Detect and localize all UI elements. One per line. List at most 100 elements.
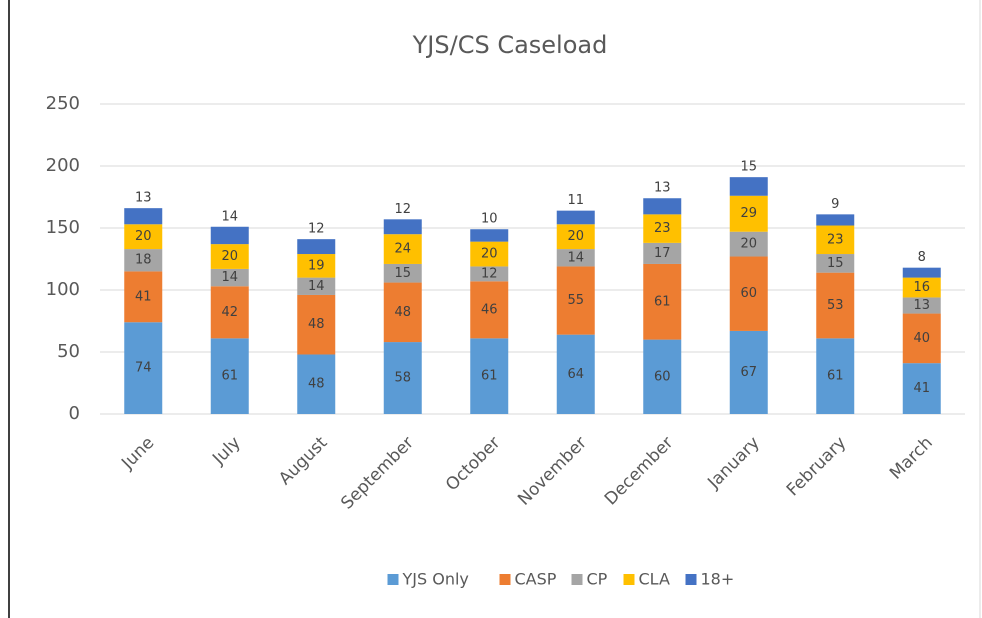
- bar-segment: [124, 249, 163, 272]
- data-label: 53: [827, 298, 844, 313]
- bar-segment: [124, 208, 163, 225]
- data-label: 12: [308, 222, 325, 237]
- legend-label: 18+: [701, 570, 735, 589]
- data-label: 61: [221, 369, 238, 384]
- bar-segment: [643, 198, 682, 215]
- data-label: 29: [740, 206, 757, 221]
- data-label: 13: [135, 191, 152, 206]
- x-tick-group: March: [886, 433, 937, 484]
- bar-segment: [729, 231, 768, 257]
- data-label: 15: [827, 256, 844, 271]
- bar-segment: [556, 224, 595, 250]
- x-tick-group: November: [514, 433, 591, 510]
- bar-segment: [816, 254, 855, 273]
- bar-segment: [643, 263, 682, 340]
- data-label: 14: [221, 209, 238, 224]
- x-tick-label: February: [783, 433, 850, 500]
- bar-segment: [470, 241, 509, 267]
- data-label: 41: [135, 289, 152, 304]
- data-label: 42: [221, 305, 238, 320]
- bar-segment: [470, 338, 509, 414]
- data-label: 48: [308, 377, 325, 392]
- data-label: 15: [740, 160, 757, 175]
- data-label: 20: [567, 229, 584, 244]
- x-tick-label: August: [275, 433, 331, 489]
- bar-segment: [556, 249, 595, 267]
- x-tick-group: October: [442, 433, 504, 495]
- bar-segment: [124, 271, 163, 323]
- bar-segment: [210, 338, 249, 414]
- bar-segment: [729, 177, 768, 196]
- bar-segment: [383, 219, 422, 235]
- bar-segment: [902, 297, 941, 314]
- legend-swatch: [685, 574, 697, 585]
- bar-segment: [297, 354, 336, 414]
- x-tick-group: January: [703, 433, 763, 493]
- y-tick-label: 150: [46, 217, 80, 238]
- x-tick-group: September: [337, 433, 418, 514]
- x-tick-label: July: [208, 433, 244, 469]
- x-tick-label: June: [117, 433, 158, 474]
- x-tick-label: October: [442, 433, 504, 495]
- bar-segment: [297, 254, 336, 278]
- x-tick-label: March: [886, 433, 937, 484]
- bar-segment: [383, 282, 422, 343]
- data-label: 12: [481, 266, 498, 281]
- bar-segment: [556, 334, 595, 414]
- data-label: 13: [913, 298, 930, 313]
- bar-segment: [816, 225, 855, 255]
- legend-label: CASP: [515, 570, 557, 589]
- data-label: 17: [654, 246, 671, 261]
- x-tick-label: November: [514, 433, 591, 510]
- bar-segment: [816, 338, 855, 414]
- data-label: 23: [654, 221, 671, 236]
- data-label: 20: [740, 237, 757, 252]
- data-label: 23: [827, 232, 844, 247]
- bar-segment: [556, 266, 595, 335]
- bar-segment: [816, 214, 855, 226]
- data-label: 14: [221, 270, 238, 285]
- data-label: 14: [567, 250, 584, 265]
- data-label: 64: [567, 367, 584, 382]
- bar-segment: [470, 281, 509, 339]
- bar-segment: [729, 195, 768, 232]
- data-label: 58: [394, 371, 411, 386]
- y-tick-label: 0: [69, 403, 80, 424]
- chart-title: YJS/CS Caseload: [412, 31, 608, 59]
- data-label: 8: [918, 250, 926, 265]
- bar-segment: [902, 363, 941, 414]
- data-label: 10: [481, 212, 498, 227]
- data-label: 67: [740, 365, 757, 380]
- x-tick-label: January: [703, 433, 763, 493]
- data-label: 13: [654, 181, 671, 196]
- bar-segment: [210, 286, 249, 339]
- legend-swatch: [571, 574, 583, 585]
- x-tick-label: September: [337, 433, 418, 514]
- data-label: 40: [913, 331, 930, 346]
- data-label: 48: [394, 305, 411, 320]
- y-tick-label: 100: [46, 279, 80, 300]
- legend-swatch: [387, 574, 399, 585]
- data-label: 20: [481, 247, 498, 262]
- data-label: 48: [308, 317, 325, 332]
- data-label: 41: [913, 381, 930, 396]
- x-tick-label: December: [601, 433, 677, 509]
- bar-segment: [643, 242, 682, 264]
- y-tick-label: 250: [46, 93, 80, 114]
- data-label: 60: [654, 369, 671, 384]
- bar-segment: [643, 214, 682, 243]
- bar-segment: [729, 256, 768, 331]
- data-label: 61: [827, 369, 844, 384]
- bar-segment: [210, 268, 249, 287]
- data-label: 74: [135, 361, 152, 376]
- data-label: 19: [308, 258, 325, 273]
- data-label: 15: [394, 266, 411, 281]
- bar-segment: [556, 210, 595, 225]
- data-label: 11: [567, 193, 584, 208]
- data-label: 55: [567, 293, 584, 308]
- legend-swatch: [499, 574, 511, 585]
- bar-segment: [816, 272, 855, 339]
- bar-segment: [124, 322, 163, 414]
- y-tick-label: 200: [46, 155, 80, 176]
- data-label: 61: [654, 294, 671, 309]
